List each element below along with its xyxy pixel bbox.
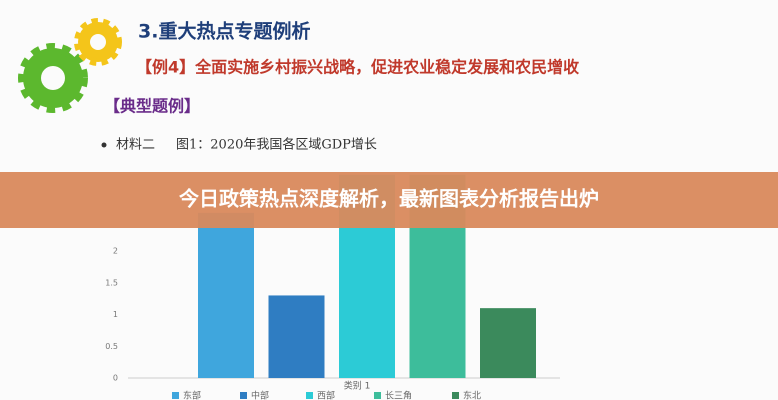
gear-icons bbox=[18, 18, 122, 113]
section-label: 【典型题例】 bbox=[104, 97, 200, 116]
legend-swatch bbox=[306, 392, 313, 399]
example-text: 【例4】全面实施乡村振兴战略，促进农业稳定发展和农民增收 bbox=[136, 58, 579, 77]
legend-label: 西部 bbox=[317, 390, 335, 400]
legend-label: 长三角 bbox=[385, 390, 412, 400]
bullet bbox=[101, 142, 107, 148]
slide-title: 3.重大热点专题例析 bbox=[138, 20, 310, 43]
legend-swatch bbox=[240, 392, 247, 399]
bar bbox=[198, 212, 254, 378]
legend-swatch bbox=[172, 392, 179, 399]
legend-swatch bbox=[374, 392, 381, 399]
material-label: 材料二 bbox=[116, 138, 155, 153]
x-category-label: 类别 1 bbox=[344, 380, 371, 392]
y-tick-label: 1.5 bbox=[105, 278, 118, 287]
legend-label: 中部 bbox=[251, 390, 269, 400]
y-tick-label: 0 bbox=[113, 374, 118, 383]
legend-label: 东北 bbox=[463, 390, 481, 400]
legend-swatch bbox=[452, 392, 459, 399]
bar bbox=[268, 295, 325, 378]
y-tick-label: 0.5 bbox=[105, 342, 118, 351]
banner bbox=[0, 172, 778, 228]
bar bbox=[480, 308, 536, 378]
banner-text: 今日政策热点深度解析，最新图表分析报告出炉 bbox=[179, 187, 599, 211]
y-tick-label: 2 bbox=[113, 247, 118, 256]
legend-label: 东部 bbox=[183, 390, 201, 400]
y-tick-label: 1 bbox=[113, 310, 118, 319]
figure-caption: 图1：2020年我国各区域GDP增长 bbox=[176, 137, 377, 153]
